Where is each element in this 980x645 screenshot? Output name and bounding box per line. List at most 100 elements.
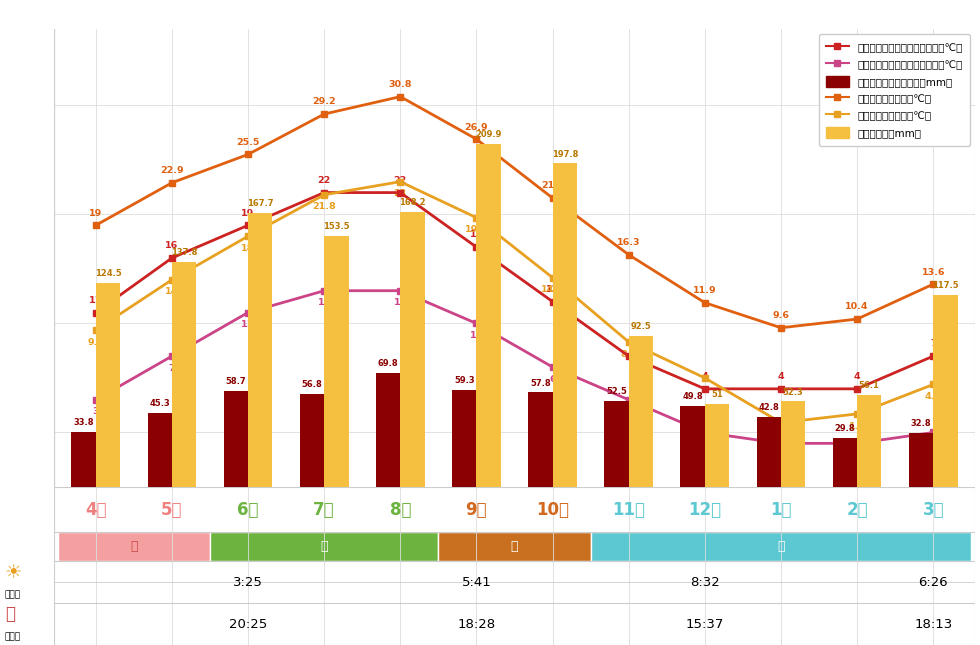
- Text: -1: -1: [776, 451, 786, 460]
- Text: 日の出: 日の出: [5, 591, 21, 599]
- Bar: [452, 390, 476, 487]
- Text: 58.7: 58.7: [225, 377, 246, 386]
- Text: 20:25: 20:25: [229, 617, 268, 631]
- Text: 22: 22: [394, 176, 407, 185]
- Text: 12: 12: [546, 285, 560, 294]
- Bar: [629, 335, 653, 487]
- Text: 0: 0: [930, 440, 937, 449]
- Text: 30.8: 30.8: [388, 80, 412, 89]
- Text: 17: 17: [469, 230, 483, 239]
- Bar: [591, 532, 971, 561]
- Text: 16: 16: [166, 241, 178, 250]
- Text: 19: 19: [89, 208, 102, 217]
- Text: 209.9: 209.9: [475, 130, 502, 139]
- Text: 8.3: 8.3: [620, 350, 637, 359]
- Bar: [757, 417, 781, 487]
- Text: 52.5: 52.5: [606, 387, 627, 396]
- Text: 21.5: 21.5: [541, 181, 564, 190]
- Bar: [781, 401, 806, 487]
- Text: 22.9: 22.9: [160, 166, 183, 175]
- Text: 13: 13: [318, 299, 330, 308]
- Text: 9月: 9月: [466, 501, 487, 519]
- Text: 8:32: 8:32: [690, 575, 719, 589]
- Text: 冬: 冬: [777, 540, 785, 553]
- Text: 3: 3: [92, 408, 99, 417]
- Text: ☀: ☀: [5, 563, 23, 582]
- Text: 5: 5: [702, 386, 709, 395]
- Bar: [476, 144, 501, 487]
- Text: 56.8: 56.8: [302, 380, 322, 389]
- Text: 7月: 7月: [314, 501, 335, 519]
- Text: 3: 3: [625, 408, 632, 417]
- Bar: [908, 433, 933, 487]
- Text: 11: 11: [241, 320, 255, 329]
- Bar: [528, 392, 553, 487]
- Text: 4月: 4月: [85, 501, 107, 519]
- Text: 19.7: 19.7: [465, 225, 488, 234]
- Text: 11月: 11月: [612, 501, 645, 519]
- Text: 1月: 1月: [770, 501, 792, 519]
- Text: 19: 19: [241, 208, 255, 217]
- Text: 日の入: 日の入: [5, 633, 21, 641]
- Text: 6: 6: [549, 375, 556, 384]
- Text: 52.3: 52.3: [783, 388, 804, 397]
- Bar: [223, 391, 248, 487]
- Text: 6:26: 6:26: [918, 575, 948, 589]
- Text: 6月: 6月: [237, 501, 259, 519]
- Text: 197.8: 197.8: [552, 150, 578, 159]
- Text: 69.8: 69.8: [378, 359, 399, 368]
- Text: 92.5: 92.5: [630, 322, 652, 331]
- Text: 18:13: 18:13: [914, 617, 953, 631]
- Text: 4: 4: [702, 372, 709, 381]
- Bar: [605, 401, 629, 487]
- Text: 29.8: 29.8: [835, 424, 856, 433]
- Text: 25.5: 25.5: [236, 138, 260, 147]
- Bar: [324, 236, 349, 487]
- Text: 5:41: 5:41: [462, 575, 491, 589]
- Text: 2月: 2月: [847, 501, 868, 519]
- Text: 7: 7: [625, 339, 632, 348]
- Text: 18:28: 18:28: [458, 617, 496, 631]
- Text: 🔔: 🔔: [5, 606, 15, 623]
- Text: 57.8: 57.8: [530, 379, 551, 388]
- Text: 8月: 8月: [390, 501, 411, 519]
- Text: 9.6: 9.6: [772, 311, 790, 320]
- Text: 4: 4: [778, 372, 784, 381]
- Text: 51: 51: [711, 390, 723, 399]
- Text: 137.8: 137.8: [171, 248, 197, 257]
- Text: 5月: 5月: [161, 501, 182, 519]
- Text: 10.4: 10.4: [846, 303, 869, 312]
- Text: 10月: 10月: [536, 501, 569, 519]
- Bar: [858, 395, 881, 487]
- Text: 153.5: 153.5: [323, 222, 350, 231]
- Text: 4.4: 4.4: [925, 392, 942, 401]
- Text: 3:25: 3:25: [233, 575, 263, 589]
- Text: 秋: 秋: [511, 540, 518, 553]
- Text: 13: 13: [394, 299, 407, 308]
- Bar: [933, 295, 957, 487]
- Bar: [172, 262, 196, 487]
- Text: 42.8: 42.8: [759, 403, 779, 412]
- Text: 1.7: 1.7: [849, 422, 865, 431]
- Text: 0: 0: [702, 440, 709, 449]
- Text: 117.5: 117.5: [932, 281, 958, 290]
- Text: 0.9: 0.9: [772, 430, 790, 439]
- Bar: [400, 212, 424, 487]
- Bar: [210, 532, 438, 561]
- Text: -1: -1: [852, 451, 862, 460]
- Text: 22: 22: [318, 176, 331, 185]
- Text: 124.5: 124.5: [95, 270, 122, 279]
- Text: 7: 7: [930, 339, 937, 348]
- Text: 春: 春: [130, 540, 137, 553]
- Bar: [438, 532, 591, 561]
- Text: 167.7: 167.7: [247, 199, 273, 208]
- Bar: [96, 283, 121, 487]
- Bar: [72, 432, 96, 487]
- Bar: [148, 413, 171, 487]
- Bar: [833, 438, 858, 487]
- Text: 12月: 12月: [688, 501, 721, 519]
- Bar: [300, 394, 324, 487]
- Bar: [248, 213, 272, 487]
- Text: 59.3: 59.3: [454, 376, 474, 385]
- Text: 夏: 夏: [320, 540, 328, 553]
